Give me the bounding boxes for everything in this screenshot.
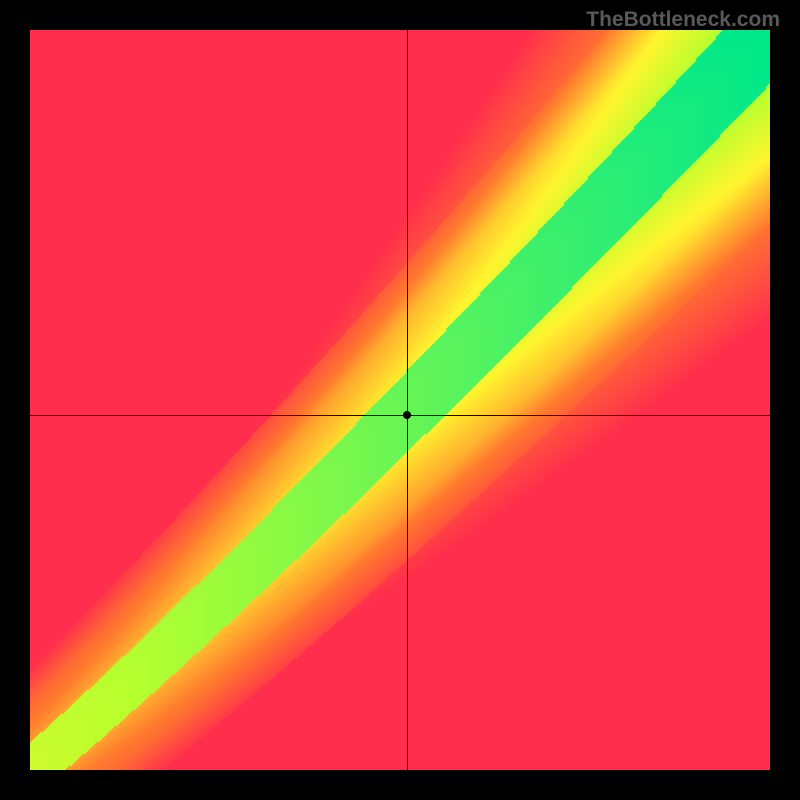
heatmap-canvas <box>30 30 770 770</box>
marker-dot <box>403 411 411 419</box>
watermark-text: TheBottleneck.com <box>586 8 780 32</box>
crosshair-horizontal <box>30 415 770 416</box>
plot-area <box>30 30 770 770</box>
crosshair-vertical <box>407 30 408 770</box>
